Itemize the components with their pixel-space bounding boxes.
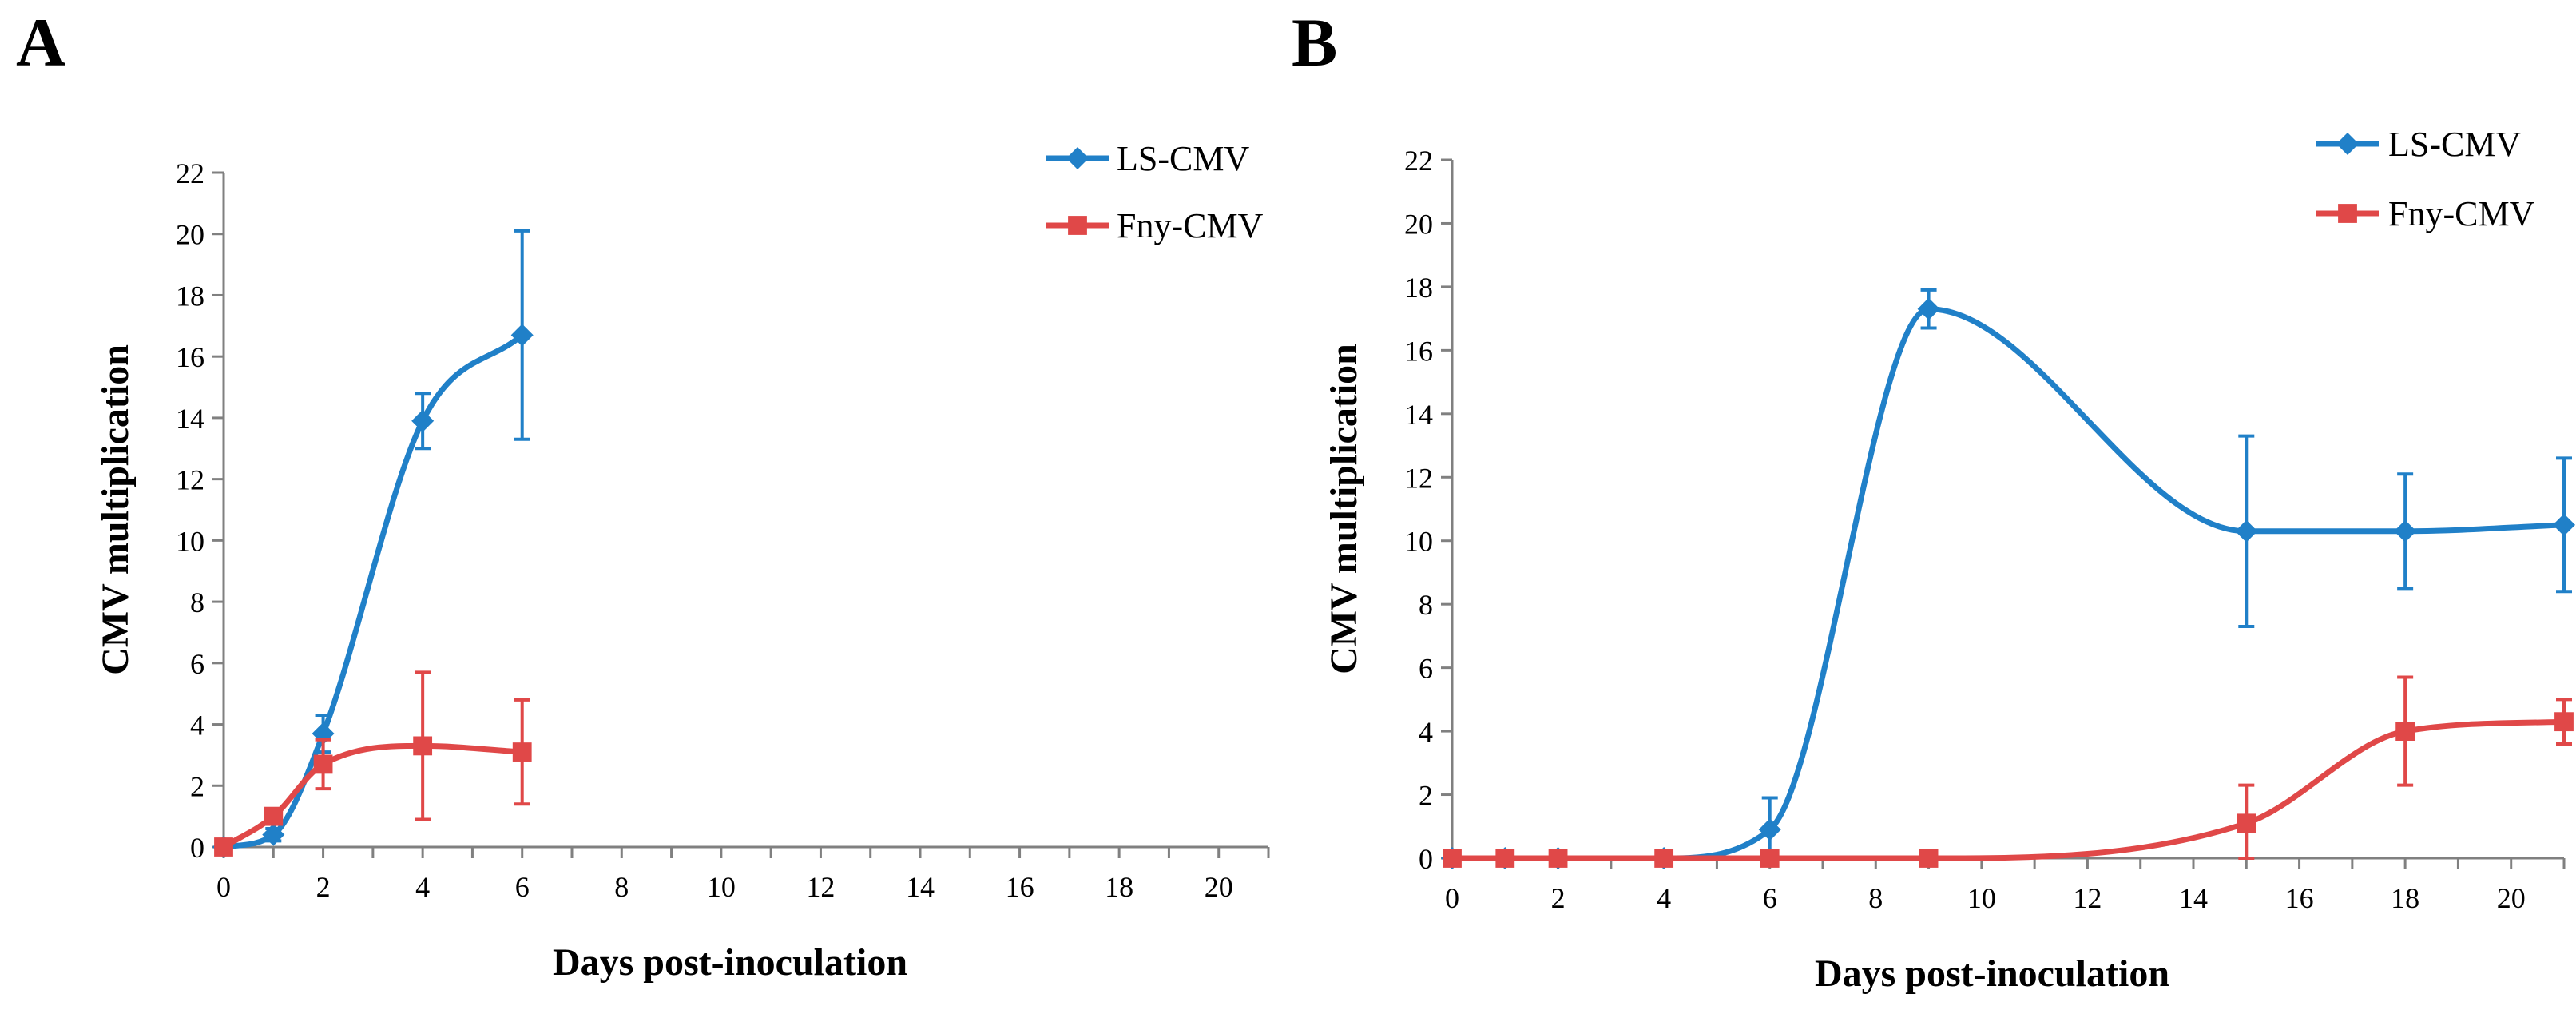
x-tick-label: 20 — [2497, 882, 2526, 914]
series-line — [220, 332, 526, 850]
x-tick-label: 12 — [806, 871, 835, 903]
y-tick-label: 0 — [1419, 843, 1433, 875]
legend-marker — [1068, 216, 1087, 235]
y-axis-title: CMV multiplication — [94, 344, 137, 675]
y-tick-label: 8 — [1419, 589, 1433, 621]
x-tick-label: 18 — [1105, 871, 1133, 903]
x-tick-label: 0 — [1445, 882, 1459, 914]
data-point — [512, 742, 532, 762]
data-point — [510, 324, 534, 347]
y-tick-label: 12 — [1404, 462, 1433, 494]
x-tick-label: 20 — [1205, 871, 1233, 903]
x-tick-label: 4 — [415, 871, 430, 903]
x-tick-label: 2 — [1551, 882, 1566, 914]
y-tick-label: 8 — [190, 587, 204, 618]
y-tick-label: 22 — [176, 157, 204, 189]
data-point — [1760, 849, 1780, 868]
legend-label: LS-CMV — [1117, 139, 1249, 178]
data-point — [1919, 849, 1939, 868]
series-line — [1449, 718, 2567, 861]
x-tick-label: 10 — [707, 871, 736, 903]
legend-label: LS-CMV — [2388, 125, 2521, 164]
y-tick-label: 18 — [1404, 272, 1433, 304]
x-tick-label: 2 — [316, 871, 331, 903]
y-tick-label: 0 — [190, 832, 204, 864]
legend-label: Fny-CMV — [1117, 206, 1264, 245]
series-ls-cmv — [212, 229, 534, 858]
data-point — [262, 823, 285, 846]
x-tick-label: 14 — [906, 871, 935, 903]
data-point — [1548, 849, 1568, 868]
x-tick-label: 16 — [2285, 882, 2314, 914]
y-tick-label: 2 — [190, 770, 204, 802]
x-tick-label: 14 — [2179, 882, 2208, 914]
y-tick-label: 2 — [1419, 780, 1433, 812]
data-point — [214, 837, 233, 857]
x-tick-label: 4 — [1657, 882, 1671, 914]
y-tick-label: 6 — [1419, 653, 1433, 685]
data-point — [2237, 813, 2256, 833]
x-tick-label: 18 — [2391, 882, 2419, 914]
data-point — [1443, 849, 1462, 868]
data-point — [1758, 818, 1781, 841]
chart-panel-b: B 0 2 4 6 8 10 12 14 16 18 20 22 0 2 4 6 8 10 12 14 16 18 20 Day… — [1292, 4, 2575, 995]
y-tick-label: 22 — [1404, 145, 1433, 177]
x-tick-label: 6 — [1763, 882, 1777, 914]
y-tick-label: 16 — [1404, 335, 1433, 367]
data-point — [2554, 712, 2574, 732]
y-tick-label: 14 — [1404, 399, 1433, 431]
y-tick-label: 10 — [1404, 526, 1433, 558]
x-tick-label: 8 — [614, 871, 629, 903]
data-point — [2394, 519, 2417, 543]
y-tick-label: 16 — [176, 341, 204, 373]
data-point — [2395, 722, 2415, 741]
panel-label: A — [16, 4, 65, 81]
y-tick-label: 4 — [190, 710, 204, 742]
x-tick-label: 10 — [1967, 882, 1996, 914]
series-fny-cmv — [1443, 675, 2574, 868]
data-point — [1495, 849, 1515, 868]
data-point — [2235, 519, 2258, 543]
y-tick-label: 18 — [176, 280, 204, 312]
data-point — [1917, 297, 1940, 320]
y-axis-title: CMV multiplication — [1323, 344, 1365, 674]
data-point — [264, 806, 284, 826]
x-axis-title: Days post-inoculation — [553, 941, 907, 984]
x-axis-title: Days post-inoculation — [1815, 952, 2169, 995]
x-tick-label: 8 — [1868, 882, 1883, 914]
x-tick-label: 16 — [1006, 871, 1034, 903]
series-line — [1449, 306, 2567, 861]
data-point — [2553, 513, 2575, 536]
y-tick-label: 12 — [176, 464, 204, 496]
legend-marker — [2336, 133, 2359, 155]
legend-marker — [2338, 204, 2357, 223]
x-tick-label: 12 — [2073, 882, 2102, 914]
legend-label: Fny-CMV — [2388, 194, 2535, 233]
chart-panel-a: A 0 2 4 6 8 10 12 14 16 18 20 22 0 2 4 6 8 10 12 14 16 18 20 Day… — [16, 4, 1270, 984]
y-tick-label: 20 — [176, 219, 204, 251]
y-tick-label: 10 — [176, 525, 204, 557]
data-point — [1654, 849, 1674, 868]
y-tick-label: 4 — [1419, 716, 1433, 748]
y-tick-label: 14 — [176, 403, 204, 435]
legend-marker — [1066, 147, 1089, 169]
data-point — [413, 736, 433, 756]
panel-label: B — [1292, 4, 1337, 81]
y-tick-label: 20 — [1404, 208, 1433, 240]
series-fny-cmv — [214, 670, 532, 857]
data-point — [313, 754, 333, 774]
x-tick-label: 0 — [216, 871, 231, 903]
y-tick-label: 6 — [190, 648, 204, 680]
x-tick-label: 6 — [515, 871, 530, 903]
data-point — [411, 409, 435, 432]
